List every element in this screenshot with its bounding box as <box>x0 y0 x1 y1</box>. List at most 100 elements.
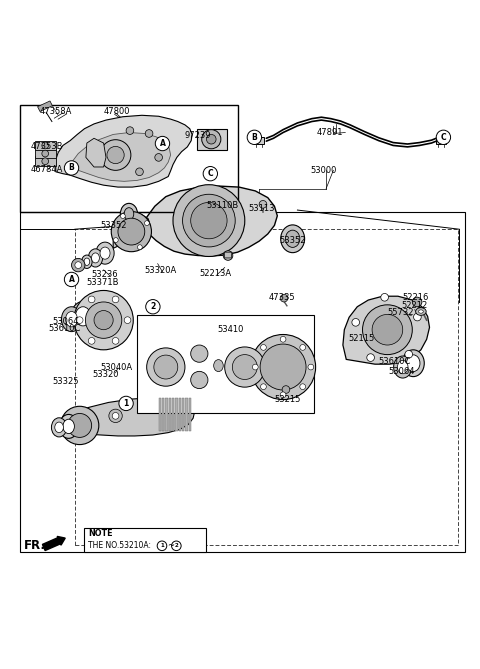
Polygon shape <box>56 115 192 187</box>
Ellipse shape <box>71 302 95 331</box>
Polygon shape <box>172 397 174 432</box>
Circle shape <box>94 310 113 330</box>
Ellipse shape <box>61 307 82 332</box>
Circle shape <box>146 300 160 314</box>
Text: 53352: 53352 <box>100 221 127 230</box>
Text: 53000: 53000 <box>311 166 337 175</box>
Text: 46784A: 46784A <box>30 165 63 174</box>
Text: 53371B: 53371B <box>86 278 119 287</box>
Circle shape <box>157 541 167 551</box>
Circle shape <box>300 345 306 351</box>
Polygon shape <box>35 140 56 151</box>
Circle shape <box>352 318 360 326</box>
Circle shape <box>76 317 83 324</box>
Circle shape <box>282 386 290 393</box>
Text: THE NO.53210A:: THE NO.53210A: <box>88 541 154 551</box>
Text: FR.: FR. <box>24 539 46 551</box>
Bar <box>20 213 465 553</box>
Circle shape <box>120 213 125 219</box>
Circle shape <box>191 371 208 389</box>
Circle shape <box>260 344 306 390</box>
Text: 53320A: 53320A <box>144 266 177 276</box>
Circle shape <box>252 364 258 370</box>
Ellipse shape <box>100 247 110 259</box>
Text: ~: ~ <box>167 541 174 551</box>
Text: 53610C: 53610C <box>48 324 81 333</box>
Circle shape <box>155 154 162 161</box>
Circle shape <box>42 142 48 149</box>
Text: NOTE: NOTE <box>88 529 113 538</box>
Circle shape <box>280 337 286 342</box>
Ellipse shape <box>419 310 423 313</box>
Circle shape <box>203 167 217 181</box>
Ellipse shape <box>59 414 78 438</box>
Text: 53040A: 53040A <box>100 363 132 371</box>
Text: A: A <box>159 139 166 148</box>
Circle shape <box>64 161 79 175</box>
Text: 53064: 53064 <box>52 316 79 326</box>
Circle shape <box>145 130 153 137</box>
Polygon shape <box>70 132 170 181</box>
Text: 2: 2 <box>150 302 156 311</box>
Text: 53113: 53113 <box>249 203 275 213</box>
Circle shape <box>74 290 133 350</box>
Bar <box>20 105 238 213</box>
Circle shape <box>381 294 388 301</box>
Ellipse shape <box>402 350 424 377</box>
Circle shape <box>126 127 134 134</box>
Polygon shape <box>86 138 106 167</box>
Bar <box>84 528 206 552</box>
Text: 52115: 52115 <box>348 334 374 343</box>
Polygon shape <box>35 157 56 166</box>
Text: A: A <box>69 275 74 284</box>
Circle shape <box>412 297 422 307</box>
Circle shape <box>247 130 262 145</box>
Polygon shape <box>189 397 191 432</box>
Bar <box>75 229 458 545</box>
Text: 52212: 52212 <box>402 301 428 310</box>
Text: 2: 2 <box>174 543 178 549</box>
Circle shape <box>156 136 169 151</box>
Polygon shape <box>175 397 178 432</box>
Text: 52216: 52216 <box>403 293 429 302</box>
Text: 52213A: 52213A <box>199 269 231 278</box>
Text: B: B <box>252 133 257 142</box>
Ellipse shape <box>88 249 103 267</box>
Polygon shape <box>343 296 430 364</box>
Circle shape <box>112 338 119 345</box>
Polygon shape <box>182 397 184 432</box>
Text: 47335: 47335 <box>269 293 295 302</box>
Circle shape <box>119 396 133 411</box>
Text: 53064: 53064 <box>388 367 415 377</box>
Circle shape <box>88 338 95 345</box>
Text: 53352: 53352 <box>279 235 306 245</box>
Circle shape <box>202 130 221 149</box>
Circle shape <box>261 345 266 351</box>
Circle shape <box>362 305 412 355</box>
Polygon shape <box>57 397 194 436</box>
Circle shape <box>42 151 48 157</box>
Circle shape <box>88 296 95 303</box>
Text: 53610C: 53610C <box>379 357 411 367</box>
Circle shape <box>68 413 92 438</box>
Ellipse shape <box>84 258 90 266</box>
Circle shape <box>280 294 288 302</box>
Circle shape <box>64 272 79 286</box>
Ellipse shape <box>394 356 412 378</box>
Circle shape <box>300 384 306 389</box>
Text: 53320: 53320 <box>93 370 119 379</box>
Text: 53325: 53325 <box>52 377 79 386</box>
Circle shape <box>72 258 85 272</box>
Circle shape <box>414 313 421 321</box>
Ellipse shape <box>281 225 305 253</box>
Circle shape <box>137 245 142 250</box>
Text: 53236: 53236 <box>92 270 118 279</box>
Circle shape <box>112 413 119 419</box>
Text: 53110B: 53110B <box>206 201 239 210</box>
Text: 53410: 53410 <box>217 325 243 334</box>
Bar <box>436 137 446 145</box>
Text: 47891: 47891 <box>317 128 343 137</box>
Text: 47358A: 47358A <box>40 107 72 116</box>
Circle shape <box>112 296 119 303</box>
Ellipse shape <box>397 361 408 374</box>
